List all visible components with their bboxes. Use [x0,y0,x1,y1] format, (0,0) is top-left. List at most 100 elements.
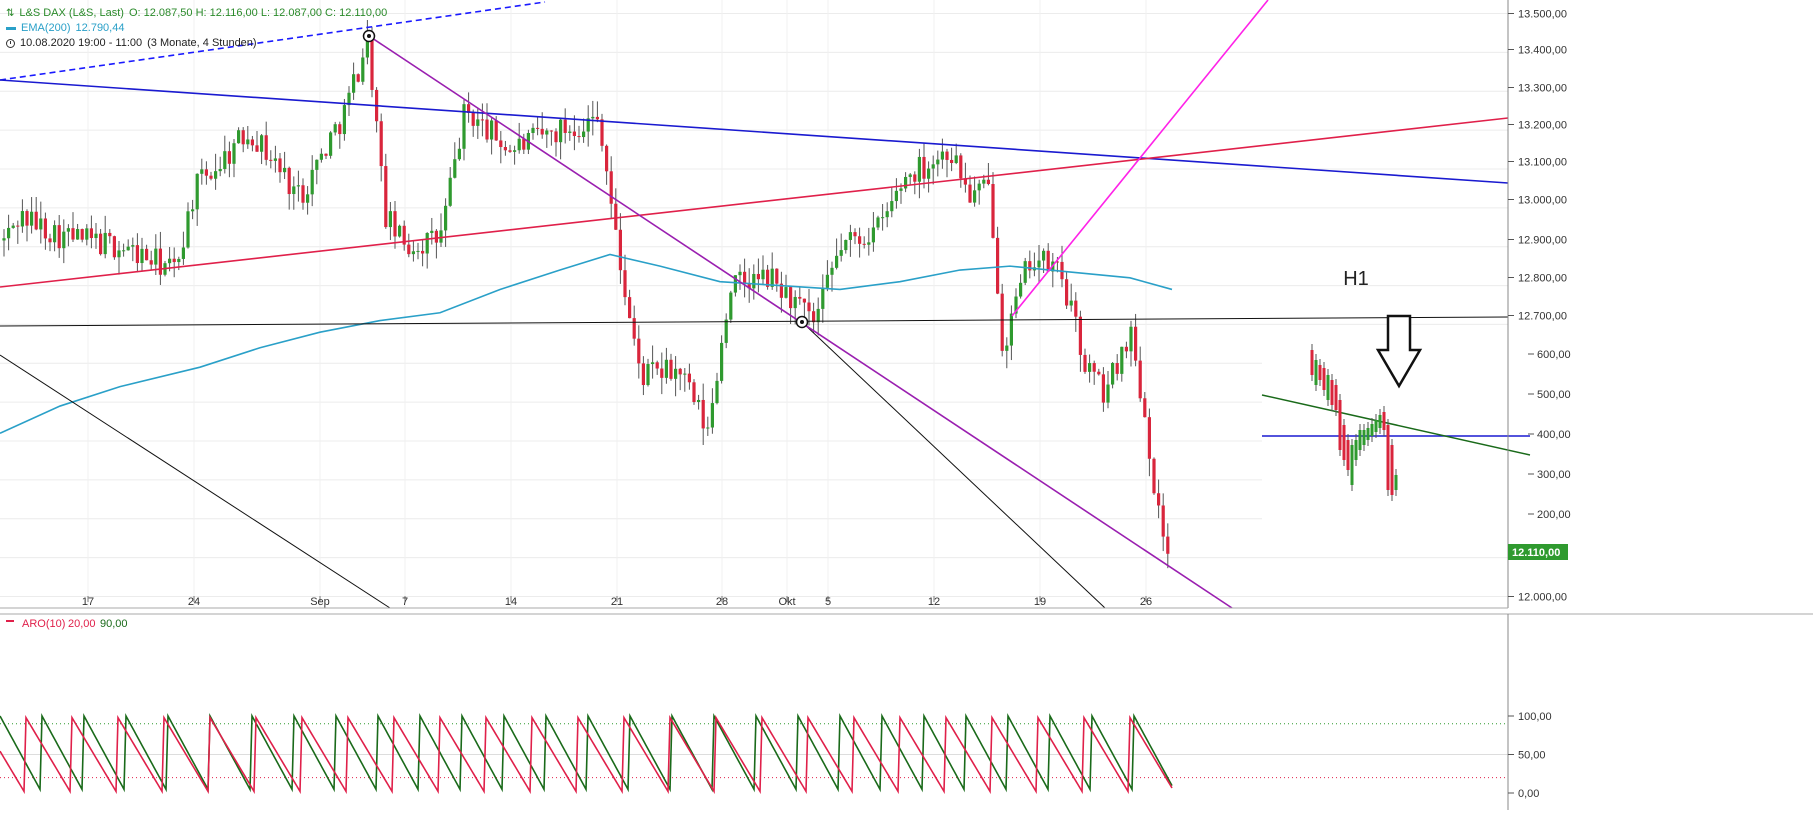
candle-body [701,399,705,429]
inset-candle-body [1310,350,1314,375]
price-axis-label: 13.500,00 [1518,9,1567,21]
candle-body [168,258,172,264]
candle-body [595,116,599,120]
candle-body [62,231,66,249]
candle-body [227,151,231,164]
candle-body [103,232,107,255]
candle-body [738,271,742,276]
candle-body [1097,371,1101,375]
candle-body [862,243,866,245]
indicator-axis-label: 50,00 [1518,750,1546,762]
candle-body [793,296,797,309]
price-axis-label: 12.000,00 [1518,592,1567,604]
candle-body [683,373,687,375]
candle-body [692,382,696,403]
candle-body [710,403,714,428]
time-axis: 17 24 Sep 7 14 21 28 Okt 5 12 19 26 [0,596,1508,609]
blue-resistance-trendline [0,79,1509,184]
candle-body [89,228,93,239]
candle-body [411,251,415,255]
inset-candle-body [1314,360,1318,385]
candle-body [347,92,351,106]
candle-body [66,228,70,232]
candle-body [743,271,747,285]
candle-body [204,169,208,176]
time-axis-label: 28 [716,596,728,608]
indicator-background [0,614,1813,810]
candle-body [1083,354,1087,372]
candle-body [664,359,668,378]
inset-candle-body [1362,430,1366,445]
candle-body [876,217,880,228]
ohlc-values: O: 12.087,50 H: 12.116,00 L: 12.087,00 C… [128,7,388,19]
candle-body [508,150,512,152]
candle-body [39,218,43,230]
candle-body [1152,458,1156,494]
candle-body [563,119,567,133]
candle-body [802,298,806,303]
candle-body [968,184,972,203]
candle-body [1014,296,1018,314]
candle-body [319,153,323,160]
candle-body [439,230,443,243]
candle-body [264,135,268,160]
time-axis-label: 17 [82,596,94,608]
candle-body [917,156,921,182]
legend-instrument-row: ⇅ L&S DAX (L&S, Last) O: 12.087,50 H: 12… [6,6,387,21]
candle-body [572,131,576,137]
magenta-ascending-trendline [1011,0,1269,317]
time-axis-label: Okt [778,596,795,608]
candle-body [457,148,461,160]
inset-axis-label: 200,00 [1537,509,1571,521]
candle-body [1124,346,1128,352]
candle-body [669,359,673,379]
time-axis-label: 14 [505,596,517,608]
candle-body [273,158,277,161]
candle-body [936,159,940,165]
inset-candle-body [1326,375,1330,400]
inset-candle-body [1358,430,1362,450]
candle-body [568,131,572,133]
candle-body [232,143,236,164]
candle-body [7,227,11,239]
price-axis-label: 12.900,00 [1518,235,1567,247]
candle-body [402,225,406,245]
instrument-title[interactable]: L&S DAX (L&S, Last) [19,7,124,19]
candle-body [181,247,185,259]
inset-candle-body [1386,425,1390,490]
candle-body [577,136,581,138]
time-axis-label: 24 [188,596,200,608]
price-axis-label: 13.100,00 [1518,157,1567,169]
candle-body [329,132,333,156]
candle-body [315,159,319,170]
candle-body [209,175,213,179]
ema200-series [0,253,1173,434]
candle-body [991,184,995,238]
candle-body [246,139,250,145]
candle-body [172,258,176,263]
candle-body [894,190,898,202]
ema-label[interactable]: EMA(200) [21,22,71,34]
candle-body [16,225,20,227]
candle-body [1078,316,1082,355]
price-axis: 13.500,00 13.400,00 13.300,00 13.200,00 13.1… [1507,0,1813,608]
candle-body [747,284,751,289]
candle-body [30,211,34,226]
time-axis-label: 12 [928,596,940,608]
inset-candle-body [1394,475,1398,490]
time-axis-label: 26 [1140,596,1152,608]
candle-body [384,166,388,228]
candle-body [20,211,24,227]
candle-body [34,211,38,230]
candle-body [881,217,885,219]
candle-body [57,225,61,249]
ema-value: 12.790,44 [75,22,125,34]
candle-body [706,427,710,429]
candle-body [287,167,291,195]
candle-body [2,238,6,241]
candle-body [1028,261,1032,271]
candle-body [660,368,664,378]
candle-body [549,130,553,132]
